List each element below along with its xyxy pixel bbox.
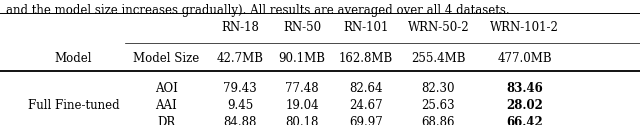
Text: DR: DR — [157, 116, 175, 125]
Text: and the model size increases gradually). All results are averaged over all 4 dat: and the model size increases gradually).… — [6, 4, 510, 17]
Text: 9.45: 9.45 — [227, 99, 253, 112]
Text: 90.1MB: 90.1MB — [278, 52, 326, 65]
Text: 24.67: 24.67 — [349, 99, 383, 112]
Text: 68.86: 68.86 — [422, 116, 455, 125]
Text: AAI: AAI — [156, 99, 177, 112]
Text: RN-18: RN-18 — [221, 21, 259, 34]
Text: WRN-101-2: WRN-101-2 — [490, 21, 559, 34]
Text: 25.63: 25.63 — [422, 99, 455, 112]
Text: 83.46: 83.46 — [506, 82, 543, 95]
Text: Model Size: Model Size — [133, 52, 200, 65]
Text: 77.48: 77.48 — [285, 82, 319, 95]
Text: 82.30: 82.30 — [422, 82, 455, 95]
Text: Full Fine-tuned: Full Fine-tuned — [28, 99, 120, 112]
Text: 84.88: 84.88 — [223, 116, 257, 125]
Text: WRN-50-2: WRN-50-2 — [408, 21, 469, 34]
Text: 255.4MB: 255.4MB — [411, 52, 466, 65]
Text: AOI: AOI — [155, 82, 178, 95]
Text: 477.0MB: 477.0MB — [497, 52, 552, 65]
Text: 66.42: 66.42 — [506, 116, 543, 125]
Text: 42.7MB: 42.7MB — [216, 52, 264, 65]
Text: 82.64: 82.64 — [349, 82, 383, 95]
Text: 79.43: 79.43 — [223, 82, 257, 95]
Text: Model: Model — [55, 52, 92, 65]
Text: 69.97: 69.97 — [349, 116, 383, 125]
Text: 80.18: 80.18 — [285, 116, 319, 125]
Text: RN-101: RN-101 — [344, 21, 388, 34]
Text: 28.02: 28.02 — [506, 99, 543, 112]
Text: 162.8MB: 162.8MB — [339, 52, 393, 65]
Text: 19.04: 19.04 — [285, 99, 319, 112]
Text: RN-50: RN-50 — [283, 21, 321, 34]
